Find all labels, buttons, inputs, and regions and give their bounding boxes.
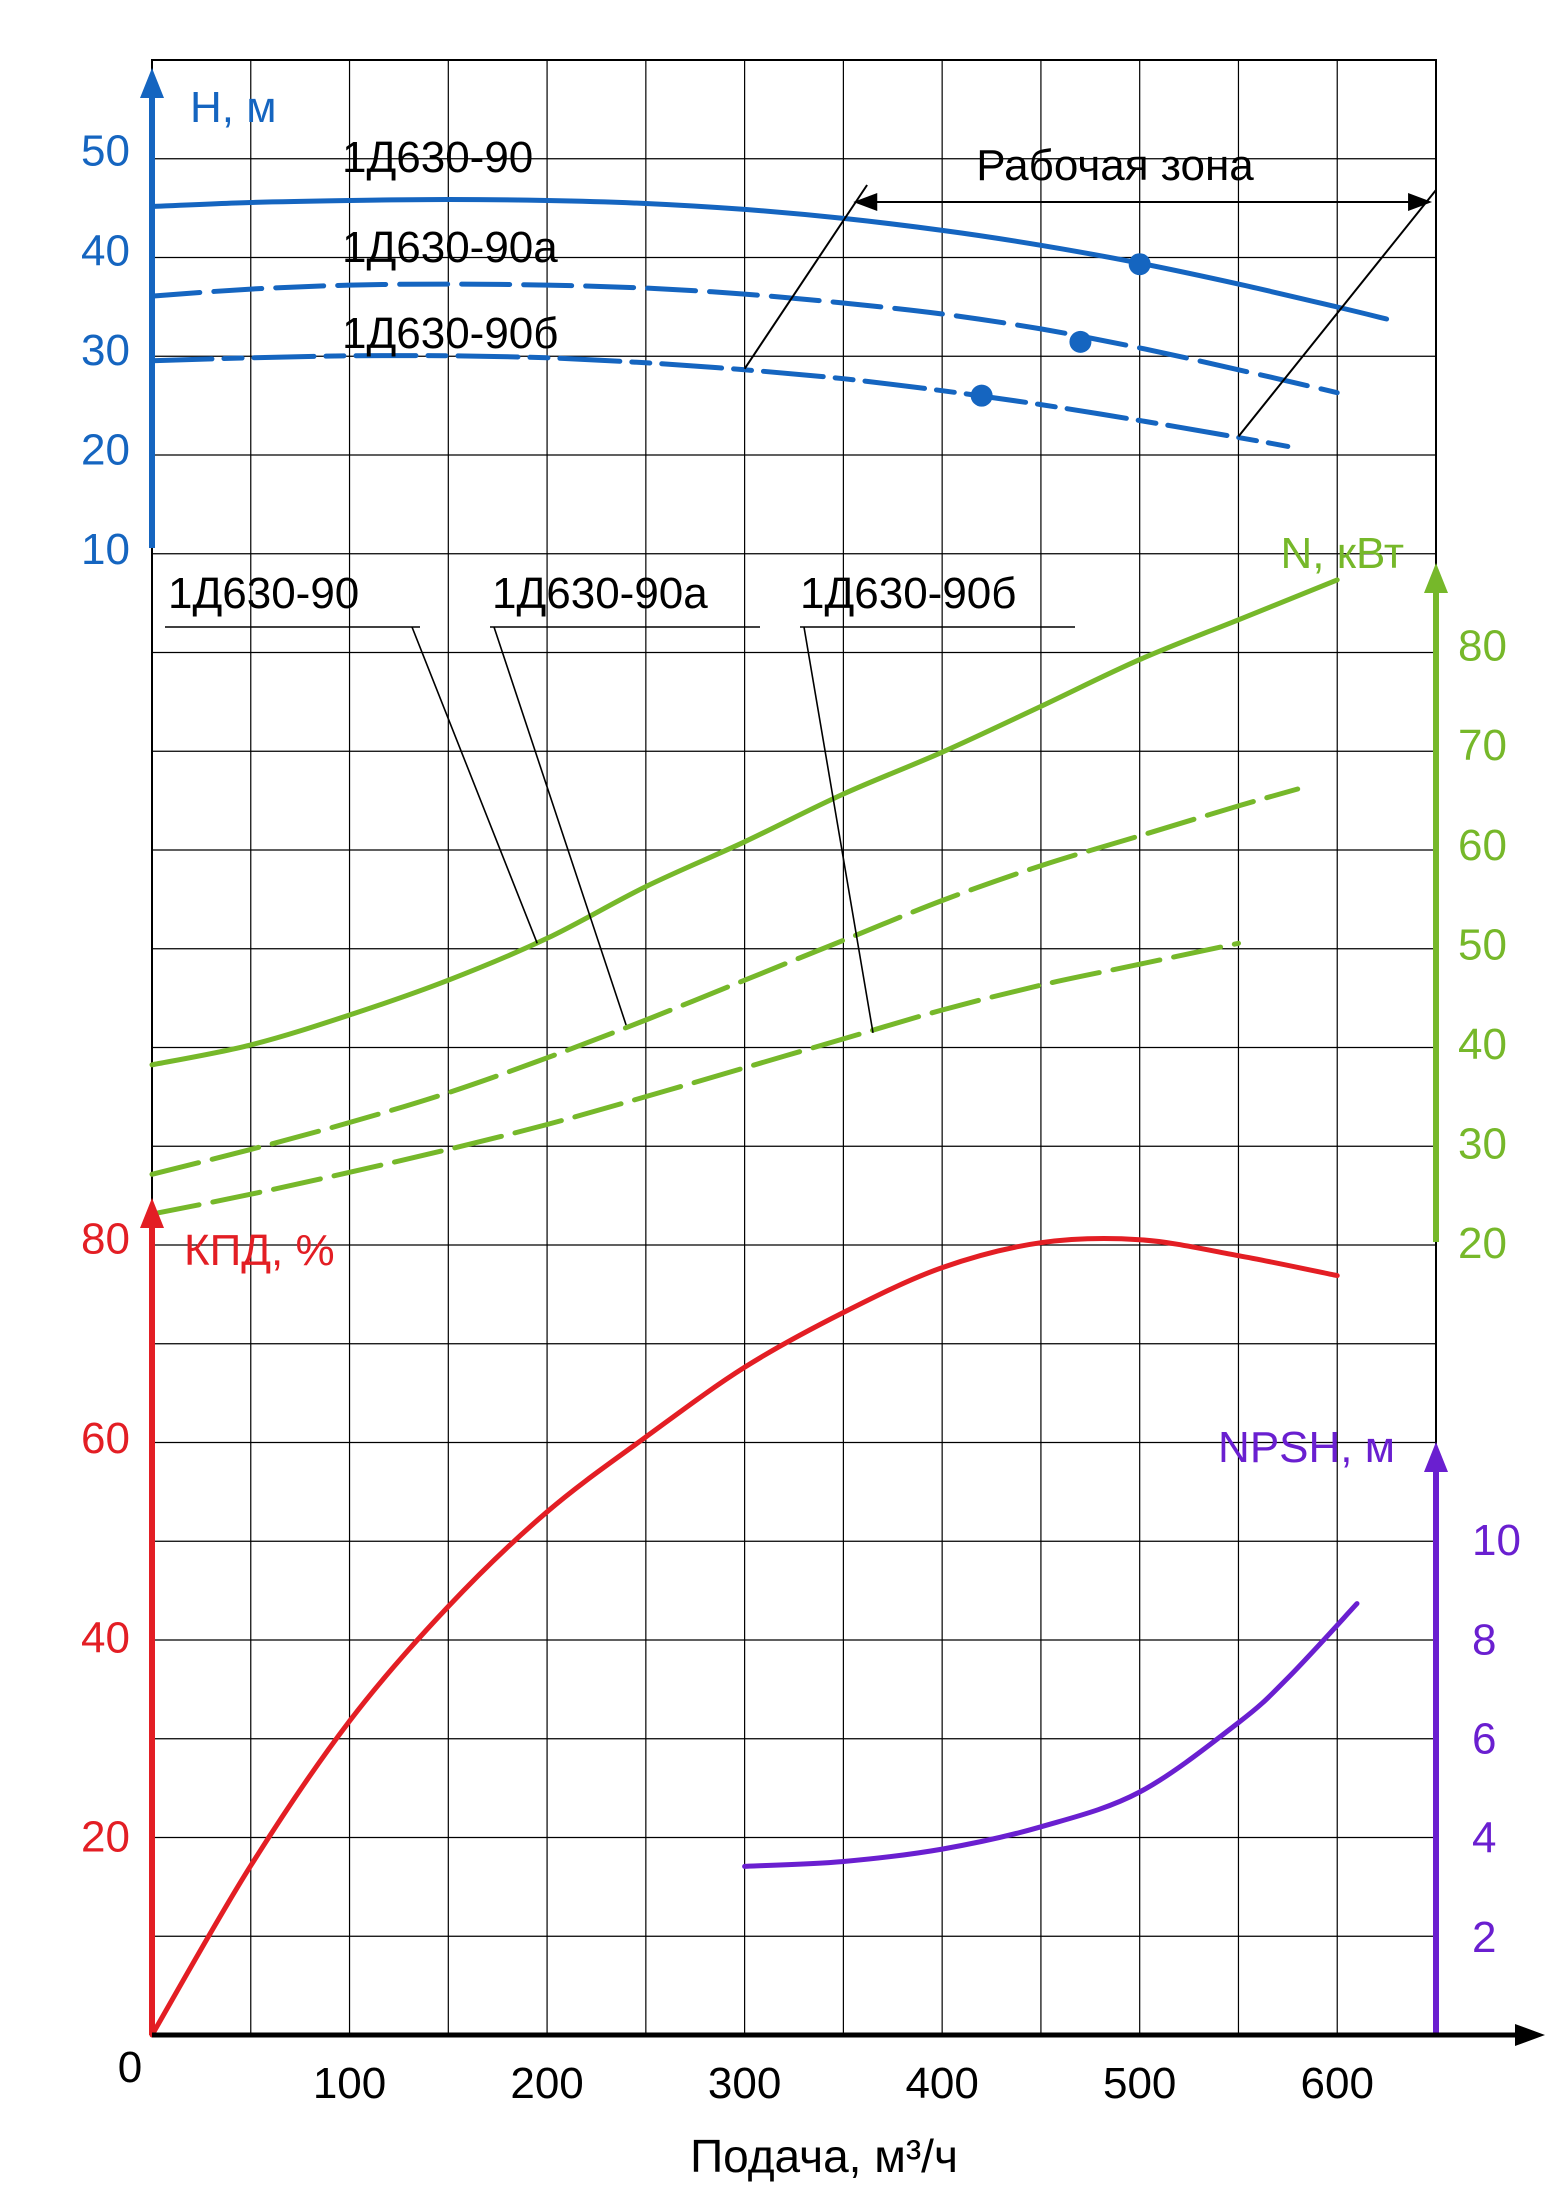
head-tick-label: 30 — [81, 326, 130, 375]
power-axis-label: N, кВт — [1280, 529, 1404, 578]
power-curve-2 — [149, 786, 1301, 1177]
x-tick-label: 200 — [510, 2059, 583, 2108]
head-curve-1 — [149, 196, 1390, 322]
npsh-tick-label: 6 — [1472, 1715, 1496, 1764]
x-tick-label: 600 — [1301, 2059, 1374, 2108]
working-zone-left-boundary — [743, 184, 868, 370]
head-tick-label: 40 — [81, 226, 130, 275]
power-tick-label: 20 — [1458, 1219, 1507, 1268]
power-tick-label: 30 — [1458, 1119, 1507, 1168]
npsh-tick-label: 2 — [1472, 1913, 1496, 1962]
x-axis-label: Подача, м³/ч — [690, 2130, 958, 2182]
power-series-label-3: 1Д630-90б — [800, 569, 1016, 618]
power-label-leader-3 — [803, 626, 874, 1034]
working-zone-arrow-left — [853, 193, 878, 211]
efficiency-curve — [149, 1236, 1340, 2038]
head-operating-point-1 — [1128, 253, 1151, 276]
x-origin-label: 0 — [118, 2043, 142, 2092]
efficiency-tick-label: 40 — [81, 1613, 130, 1662]
head-tick-label: 20 — [81, 425, 130, 474]
power-series-label-2: 1Д630-90а — [492, 569, 708, 618]
head-axis-arrowhead — [140, 68, 164, 98]
power-tick-label: 70 — [1458, 721, 1507, 770]
npsh-tick-label: 10 — [1472, 1516, 1521, 1565]
power-series-label-1: 1Д630-90 — [168, 569, 359, 618]
efficiency-tick-label: 20 — [81, 1813, 130, 1862]
head-series-label-3: 1Д630-90б — [342, 309, 558, 358]
npsh-axis-arrowhead — [1424, 1442, 1448, 1472]
power-label-leader-2 — [493, 626, 627, 1026]
working-zone-label: Рабочая зона — [976, 141, 1254, 190]
head-curve-2 — [149, 281, 1340, 396]
head-tick-label: 10 — [81, 525, 130, 574]
power-curve-1 — [149, 577, 1340, 1068]
power-curve-3 — [149, 940, 1241, 1217]
npsh-tick-label: 4 — [1472, 1814, 1496, 1863]
x-tick-label: 100 — [313, 2059, 386, 2108]
x-tick-label: 400 — [905, 2059, 978, 2108]
head-axis-label: H, м — [190, 83, 276, 132]
npsh-tick-label: 8 — [1472, 1615, 1496, 1664]
power-axis-arrowhead — [1424, 563, 1448, 593]
power-label-leader-1 — [411, 626, 538, 944]
head-series-label-1: 1Д630-90 — [342, 133, 533, 182]
power-tick-label: 60 — [1458, 821, 1507, 870]
x-tick-label: 300 — [708, 2059, 781, 2108]
x-tick-label: 500 — [1103, 2059, 1176, 2108]
working-zone-right-boundary — [1237, 189, 1437, 438]
head-operating-point-2 — [1069, 330, 1092, 353]
power-tick-label: 50 — [1458, 920, 1507, 969]
npsh-curve — [742, 1601, 1360, 1869]
grid — [152, 60, 1436, 2035]
head-series-label-2: 1Д630-90а — [342, 223, 558, 272]
efficiency-axis-arrowhead — [140, 1198, 164, 1228]
efficiency-axis-label: КПД, % — [184, 1226, 335, 1275]
efficiency-tick-label: 60 — [81, 1414, 130, 1463]
head-tick-label: 50 — [81, 127, 130, 176]
efficiency-tick-label: 80 — [81, 1215, 130, 1264]
power-tick-label: 40 — [1458, 1020, 1507, 1069]
working-zone-arrow-right — [1408, 193, 1433, 211]
head-curve-3 — [149, 353, 1291, 449]
x-axis-arrowhead — [1515, 2024, 1545, 2046]
npsh-axis-label: NPSH, м — [1218, 1423, 1395, 1472]
head-operating-point-3 — [970, 384, 993, 407]
power-tick-label: 80 — [1458, 622, 1507, 671]
